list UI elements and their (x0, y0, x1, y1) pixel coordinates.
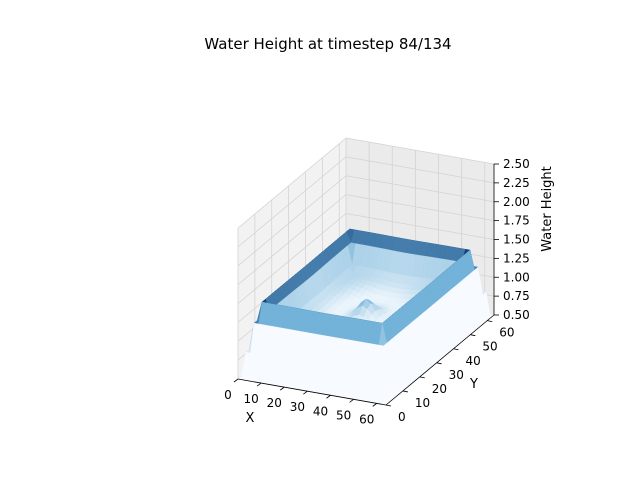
y-tick-label: 20 (432, 382, 447, 396)
y-tick-label: 60 (499, 326, 514, 340)
grid-line-z-left (237, 137, 347, 229)
chart-title: Water Height at timestep 84/134 (204, 35, 451, 53)
z-tick-label: 0.75 (503, 289, 530, 303)
y-tick (470, 334, 476, 337)
x-tick (280, 386, 285, 391)
x-tick (349, 398, 354, 403)
grid-line-z-right (345, 156, 495, 184)
x-tick-label: 30 (290, 400, 305, 414)
z-tick-label: 1.25 (503, 251, 530, 265)
z-tick-label: 1.50 (503, 233, 530, 247)
grid-line-z-right (345, 175, 495, 203)
x-tick (326, 394, 331, 399)
y-tick (402, 390, 408, 393)
x-tick-label: 50 (336, 408, 351, 422)
grid-line-z-left (237, 175, 347, 267)
z-tick-label: 1.00 (503, 270, 530, 284)
x-tick (372, 403, 377, 407)
x-tick-label: 0 (224, 388, 232, 402)
axes: 0 10 20 30 40 50 60 01020304050600.500.751.001.… (224, 157, 530, 426)
y-tick (385, 404, 392, 407)
grid-line-z-left (237, 194, 347, 285)
grid-line-z-left (237, 213, 347, 304)
z-tick-label: 1.75 (503, 214, 530, 228)
z-axis-label: Water Height (540, 166, 555, 252)
y-tick (436, 362, 442, 365)
water-surface (237, 228, 495, 406)
x-tick-label: 20 (267, 396, 282, 410)
z-tick-label: 2.00 (503, 195, 530, 209)
z-tick-label: 0.50 (503, 308, 530, 322)
y-axis-label: Y (469, 377, 478, 392)
x-axis-line (237, 378, 387, 406)
grid-line-z-right (345, 213, 495, 240)
y-axis-line (385, 314, 495, 406)
grid-line-z-left (237, 156, 347, 248)
grid-line-z-right (345, 194, 495, 222)
x-tick (303, 390, 308, 395)
z-tick-label: 2.25 (503, 176, 530, 190)
x-tick (256, 382, 262, 387)
y-tick (453, 348, 459, 351)
y-tick-label: 30 (449, 368, 464, 382)
y-tick-label: 10 (415, 396, 430, 410)
y-tick-label: 40 (466, 354, 481, 368)
x-tick-label: 40 (313, 404, 328, 418)
grid-line-z-right (345, 137, 495, 165)
x-tick (233, 378, 239, 383)
x-tick-label: 10 (243, 392, 258, 406)
x-axis-label: X (246, 411, 255, 426)
y-tick (487, 320, 493, 323)
y-tick (419, 376, 425, 379)
y-tick-label: 50 (482, 340, 497, 354)
y-tick-label: 0 (398, 410, 406, 424)
z-tick-label: 2.50 (503, 157, 530, 171)
x-tick-label: 60 (359, 412, 374, 426)
